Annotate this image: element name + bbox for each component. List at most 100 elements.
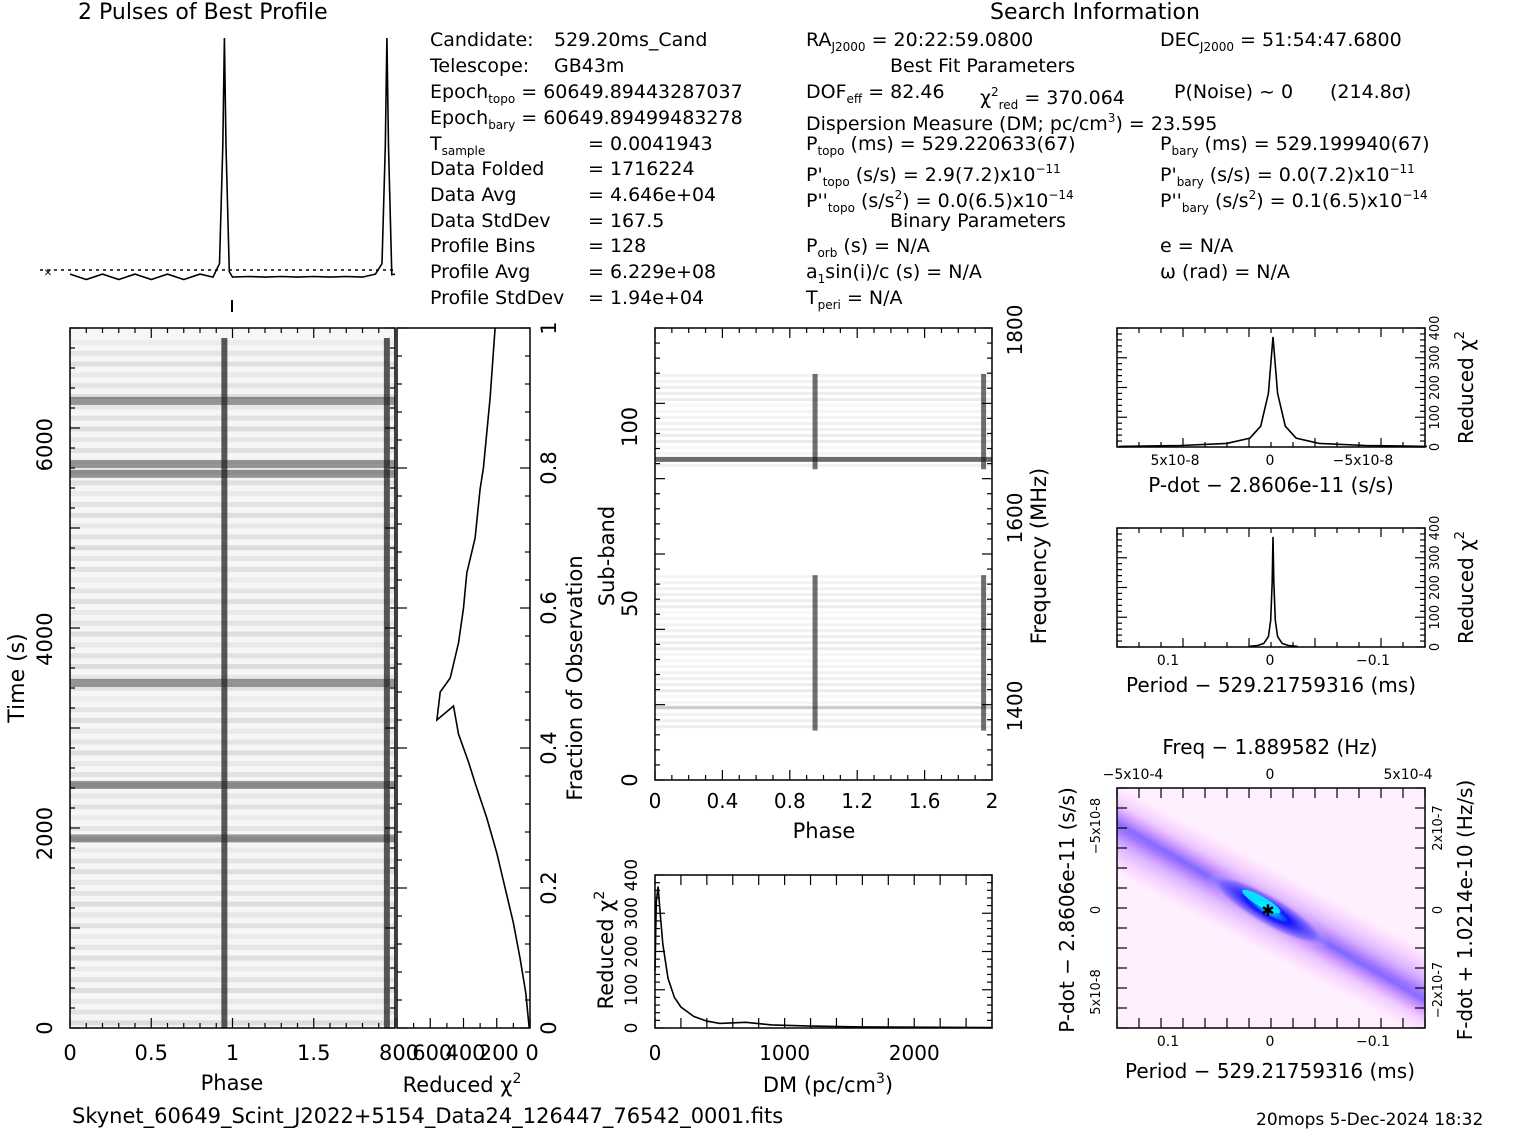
heatmap-row xyxy=(70,869,395,875)
heatmap-row xyxy=(70,944,395,950)
heatmap-row xyxy=(70,815,395,821)
heatmap-row xyxy=(70,631,395,637)
heatmap-row xyxy=(70,858,395,864)
x-axis-label: Reduced χ2 xyxy=(403,1071,522,1097)
pstd-label: Profile StdDev xyxy=(430,287,565,309)
pulse-column xyxy=(383,338,390,1028)
y-tick-label: 100 xyxy=(1428,605,1443,630)
heatmap-row xyxy=(70,728,395,734)
chi-time-line xyxy=(435,327,530,1029)
pulse-column xyxy=(812,373,818,470)
x-tick-label: 0 xyxy=(1266,653,1275,669)
heatmap-row xyxy=(70,545,395,551)
y-tick-label: 6000 xyxy=(33,418,57,471)
pstd-value: = 1.94e+04 xyxy=(588,287,705,309)
subband-row xyxy=(655,575,992,578)
heatmap-row xyxy=(70,998,395,1004)
subband-row xyxy=(655,463,992,467)
pulse-column xyxy=(981,373,987,470)
superscript: 2 xyxy=(592,891,608,900)
x-axis-label: Phase xyxy=(793,819,856,843)
subband-row xyxy=(655,415,992,419)
pavg-label: Profile Avg xyxy=(430,261,531,283)
superscript: 3 xyxy=(876,1071,885,1087)
subband-row xyxy=(655,701,992,704)
x-tick-label: 1000 xyxy=(759,1041,810,1065)
x2-tick-label: 5x10-4 xyxy=(1384,767,1433,783)
heatmap-row xyxy=(70,512,395,518)
y-axis-label: Fraction of Observation xyxy=(563,555,587,800)
heatmap-row xyxy=(70,361,395,367)
pdot-plot: 5x10-8 0 −5x10-8 0 100 200 300 400 P-dot − 2.860… xyxy=(1116,316,1478,497)
tperi: Tperi = N/A xyxy=(806,287,903,312)
x-tick-label: 0 xyxy=(525,1041,538,1065)
subband-row xyxy=(655,452,992,455)
stddev-value: = 167.5 xyxy=(588,210,665,232)
heatmap-row xyxy=(70,610,395,615)
binary-title: Binary Parameters xyxy=(890,210,1066,232)
subband-row xyxy=(655,433,992,437)
subband-row xyxy=(655,665,992,669)
chi-red: χ2red = 370.064 xyxy=(980,85,1125,112)
y-tick-label: 0 xyxy=(1428,443,1443,451)
timestamp: 20mops 5-Dec-2024 18:32 xyxy=(1256,1110,1484,1130)
heatmap-row xyxy=(70,707,395,713)
tsample-label: Tsample xyxy=(430,133,486,158)
heatmap-row xyxy=(70,934,395,939)
x-tick-label: 0 xyxy=(649,789,662,813)
x-tick-label: 0.8 xyxy=(774,789,806,813)
y-tick-label: 1 xyxy=(537,321,561,334)
heatmap-bright-row xyxy=(70,780,395,789)
period-curve-frame xyxy=(1116,527,1426,648)
subband-row xyxy=(655,599,992,603)
pbary: Pbary (ms) = 529.199940(67) xyxy=(1160,133,1430,158)
heatmap-row xyxy=(70,340,395,345)
sigma: (214.8σ) xyxy=(1330,81,1412,103)
y2-tick-label: 0 xyxy=(1431,906,1446,914)
heatmap-row xyxy=(70,588,395,594)
y-tick-label: 100 xyxy=(1428,405,1443,430)
tsample-value: = 0.0041943 xyxy=(588,133,713,155)
subband-row xyxy=(655,439,992,443)
y-tick-label: 200 xyxy=(1428,575,1443,600)
pulse-column xyxy=(981,575,987,731)
heatmap-row xyxy=(70,350,395,356)
heatmap-row xyxy=(70,534,395,540)
y-tick-label: 0.4 xyxy=(537,731,561,764)
heatmap-row xyxy=(70,620,395,626)
subband-row xyxy=(655,641,992,645)
heatmap-row xyxy=(70,890,395,896)
y-tick-label: 0 xyxy=(1428,643,1443,651)
y-tick-label: 200 xyxy=(622,935,642,967)
folded-label: Data Folded xyxy=(430,158,545,180)
x-tick-label: 0.5 xyxy=(135,1041,168,1065)
superscript: 2 xyxy=(1453,331,1468,339)
heatmap-row xyxy=(70,426,395,432)
subband-row xyxy=(655,410,992,413)
heatmap-row xyxy=(70,923,395,929)
bins-label: Profile Bins xyxy=(430,235,536,257)
y-axis-label: Reduced χ2 xyxy=(1453,531,1478,644)
y2-tick-label: 2x10-7 xyxy=(1431,805,1446,850)
y-tick-label: 5x10-8 xyxy=(1089,969,1104,1014)
y-tick-label: 400 xyxy=(1428,316,1443,341)
y-axis-label: Time (s) xyxy=(5,633,30,723)
filename: Skynet_60649_Scint_J2022+5154_Data24_126… xyxy=(72,1104,784,1128)
heatmap-row xyxy=(70,599,395,605)
subband-row xyxy=(655,404,992,407)
heatmap-row xyxy=(70,448,395,453)
heatmap-row xyxy=(70,653,395,659)
y-tick-label: 300 xyxy=(622,897,642,929)
heatmap-row xyxy=(70,523,395,529)
ppdot-title: Freq − 1.889582 (Hz) xyxy=(1162,735,1377,759)
heatmap-row xyxy=(70,1009,395,1015)
dm-line: Dispersion Measure (DM; pc/cm3) = 23.595 xyxy=(806,111,1218,135)
y-tick-label: 0.8 xyxy=(537,451,561,484)
y-tick-label: 400 xyxy=(622,859,642,891)
heatmap-row xyxy=(70,685,395,691)
subband-row xyxy=(655,605,992,609)
subband-row xyxy=(655,385,992,389)
y2-axis-label: F-dot + 1.0214e-10 (Hz/s) xyxy=(1453,780,1477,1041)
superscript: 2 xyxy=(512,1071,521,1087)
